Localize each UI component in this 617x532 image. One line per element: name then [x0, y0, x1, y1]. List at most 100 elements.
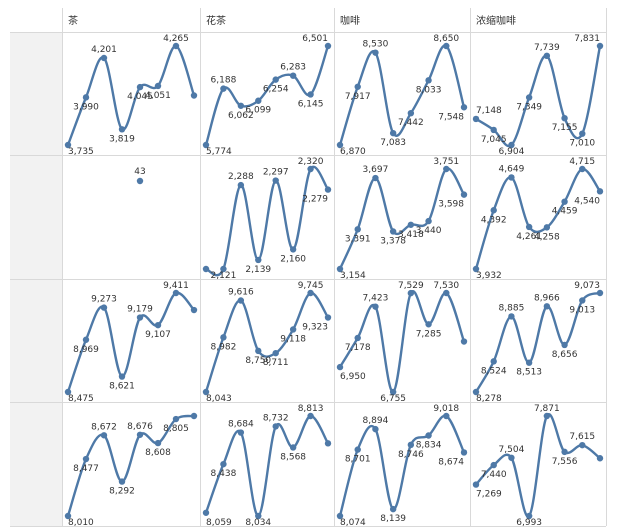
- data-label: 6,870: [340, 147, 366, 157]
- data-label: 8,513: [516, 368, 542, 378]
- panel: 7,269 7,440 7,504 6,993 7,871 7,556 7,615: [472, 404, 604, 528]
- data-label: 3,378: [380, 236, 406, 246]
- data-point: [202, 388, 210, 396]
- data-point: [508, 313, 515, 320]
- data-label: 6,755: [380, 394, 406, 404]
- data-point: [307, 165, 314, 173]
- data-label: 8,438: [211, 469, 237, 479]
- data-point: [324, 314, 332, 321]
- data-label: 8,885: [499, 303, 525, 313]
- data-point: [579, 165, 586, 173]
- data-point: [543, 52, 551, 60]
- data-label: 9,273: [91, 295, 117, 305]
- data-label: 7,155: [552, 123, 578, 133]
- series-line: [205, 165, 330, 277]
- data-label: 3,990: [73, 102, 99, 112]
- row-header-bg: [10, 32, 62, 155]
- data-point: [82, 94, 90, 101]
- data-label: 8,043: [206, 394, 232, 404]
- data-label: 8,010: [68, 518, 94, 528]
- row-header-bg: [10, 155, 62, 279]
- data-label: 3,154: [340, 271, 366, 281]
- data-label: 8,074: [340, 518, 366, 528]
- data-point: [425, 217, 432, 225]
- data-label: 8,711: [263, 358, 289, 368]
- data-label: 7,871: [534, 404, 560, 414]
- data-label: 6,099: [245, 106, 271, 116]
- data-label: 8,834: [416, 440, 442, 450]
- column-header: 花茶: [206, 14, 226, 27]
- data-point: [336, 141, 344, 149]
- data-label: 9,411: [163, 281, 189, 291]
- data-point: [525, 359, 533, 366]
- data-label: 7,010: [569, 139, 595, 149]
- data-point: [324, 186, 332, 193]
- panel: 8,010 8,477 8,672 8,292 8,676 8,608 8,805: [64, 412, 198, 528]
- data-label: 8,746: [398, 450, 424, 460]
- data-point: [354, 334, 361, 342]
- data-point: [118, 126, 126, 133]
- data-label: 7,045: [481, 135, 507, 145]
- data-label: 8,034: [245, 518, 271, 528]
- data-label: 7,504: [499, 445, 525, 455]
- data-label: 4,265: [163, 34, 189, 44]
- data-point: [202, 265, 210, 273]
- panel: 6,870 7,917 8,530 7,083 7,442 8,033 8,650 7,548: [336, 34, 468, 157]
- data-point: [255, 347, 262, 355]
- data-label: 8,139: [380, 514, 406, 524]
- data-point: [579, 130, 586, 137]
- data-point: [154, 439, 162, 447]
- data-label: 6,501: [302, 34, 328, 44]
- data-point: [372, 425, 379, 433]
- data-label: 8,650: [433, 34, 459, 44]
- data-point: [354, 226, 361, 233]
- data-label: 6,904: [499, 147, 525, 157]
- data-label: 8,568: [280, 452, 306, 462]
- data-point: [372, 174, 379, 182]
- data-label: 4,051: [145, 91, 171, 101]
- data-point: [190, 306, 198, 314]
- data-point: [596, 42, 604, 50]
- data-label: 6,062: [228, 111, 254, 121]
- data-point: [490, 461, 497, 469]
- data-point: [272, 76, 279, 83]
- data-point: [389, 388, 397, 396]
- data-label: 7,178: [345, 343, 371, 353]
- data-point: [336, 265, 344, 273]
- panel: 43: [134, 167, 146, 185]
- data-label: 3,735: [68, 147, 94, 157]
- data-label: 6,254: [263, 85, 289, 95]
- data-point: [202, 509, 210, 516]
- data-point: [307, 412, 314, 420]
- data-point: [237, 297, 245, 304]
- data-label: 8,969: [73, 345, 99, 355]
- data-label: 3,697: [363, 165, 389, 175]
- series-line: [474, 291, 601, 393]
- data-label: 4,459: [552, 207, 578, 217]
- data-label: 8,621: [109, 382, 135, 392]
- data-point: [237, 181, 245, 189]
- data-point: [372, 49, 379, 56]
- data-label: 6,950: [340, 372, 366, 382]
- data-point: [561, 448, 568, 456]
- data-label: 6,145: [298, 99, 324, 109]
- data-point: [220, 265, 227, 273]
- panel: 8,278 8,524 8,885 8,513 8,966 8,656 9,013 9,073: [472, 281, 604, 404]
- data-point: [118, 373, 126, 380]
- data-point: [154, 321, 162, 329]
- data-label: 8,966: [534, 293, 560, 303]
- data-label: 9,018: [433, 404, 459, 414]
- data-point: [389, 228, 397, 235]
- data-point: [220, 85, 227, 92]
- data-point: [425, 432, 432, 439]
- data-point: [472, 388, 480, 396]
- data-label: 8,278: [476, 394, 502, 404]
- data-point: [82, 455, 90, 463]
- data-label: 8,684: [228, 420, 254, 430]
- data-point: [336, 512, 344, 520]
- row-header-bg: [10, 279, 62, 402]
- data-point: [460, 104, 468, 111]
- data-point: [490, 126, 497, 134]
